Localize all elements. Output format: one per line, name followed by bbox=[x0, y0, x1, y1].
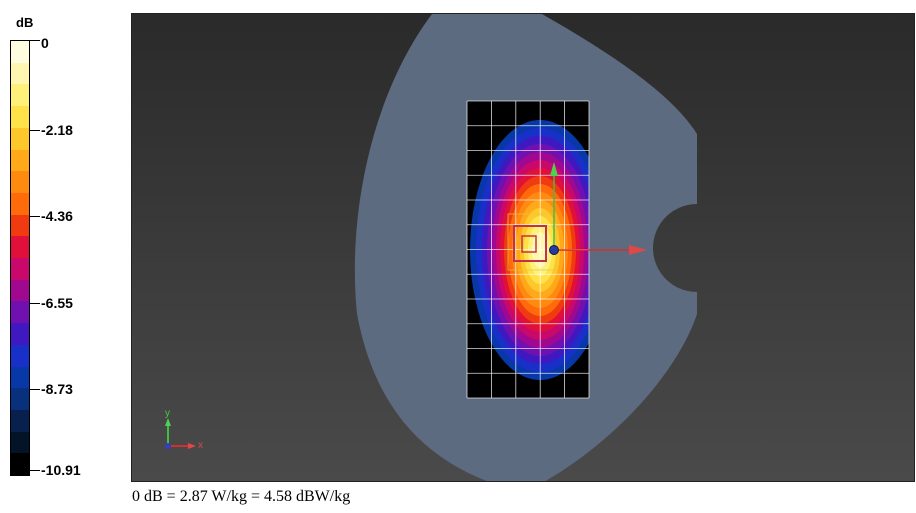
triad-x-label: x bbox=[198, 440, 203, 451]
color-band bbox=[11, 344, 29, 367]
color-band bbox=[11, 258, 29, 280]
color-band bbox=[11, 171, 29, 193]
color-band bbox=[11, 366, 29, 389]
color-scale-tick-label: -6.55 bbox=[41, 295, 73, 311]
color-scale-tick-mark bbox=[30, 40, 40, 41]
color-band bbox=[11, 106, 29, 128]
color-band bbox=[11, 388, 29, 410]
orientation-triad: y x bbox=[165, 408, 203, 451]
color-band bbox=[11, 41, 29, 63]
color-band bbox=[11, 192, 29, 215]
footer-reference-text: 0 dB = 2.87 W/kg = 4.58 dBW/kg bbox=[132, 488, 351, 505]
peak-marker-inner bbox=[521, 235, 537, 253]
color-scale-tick-mark bbox=[30, 130, 40, 131]
legend-unit-label: dB bbox=[16, 15, 34, 30]
color-band bbox=[11, 236, 29, 259]
color-band bbox=[11, 127, 29, 150]
color-band bbox=[11, 453, 29, 476]
color-scale-tick-mark bbox=[30, 216, 40, 217]
probe-x-arrow bbox=[629, 245, 647, 255]
probe-position bbox=[549, 245, 559, 255]
color-scale-tick-mark bbox=[30, 470, 40, 471]
color-scale-tick-label: -2.18 bbox=[41, 122, 73, 138]
color-band bbox=[11, 301, 29, 324]
color-scale-tick-label: -4.36 bbox=[41, 208, 73, 224]
3d-viewport[interactable]: y x bbox=[131, 13, 915, 482]
color-band bbox=[11, 409, 29, 432]
color-scale-tick-label: 0 bbox=[41, 35, 49, 51]
color-band bbox=[11, 214, 29, 237]
color-scale-tick-label: -8.73 bbox=[41, 381, 73, 397]
color-band bbox=[11, 149, 29, 172]
color-scale-tick-label: -10.91 bbox=[41, 462, 81, 478]
color-band bbox=[11, 431, 29, 454]
probe-y-arrow bbox=[550, 162, 558, 176]
color-band bbox=[11, 279, 29, 302]
color-band bbox=[11, 62, 29, 85]
triad-y-label: y bbox=[165, 408, 170, 419]
zoom-scan-box bbox=[507, 213, 557, 271]
sar-distribution-render: y x bbox=[165, 14, 697, 481]
color-scale-tick-mark bbox=[30, 303, 40, 304]
peak-marker-outer bbox=[513, 225, 547, 262]
color-band bbox=[11, 323, 29, 345]
color-band bbox=[11, 84, 29, 107]
color-scale-bar bbox=[10, 40, 30, 476]
color-scale-tick-mark bbox=[30, 389, 40, 390]
